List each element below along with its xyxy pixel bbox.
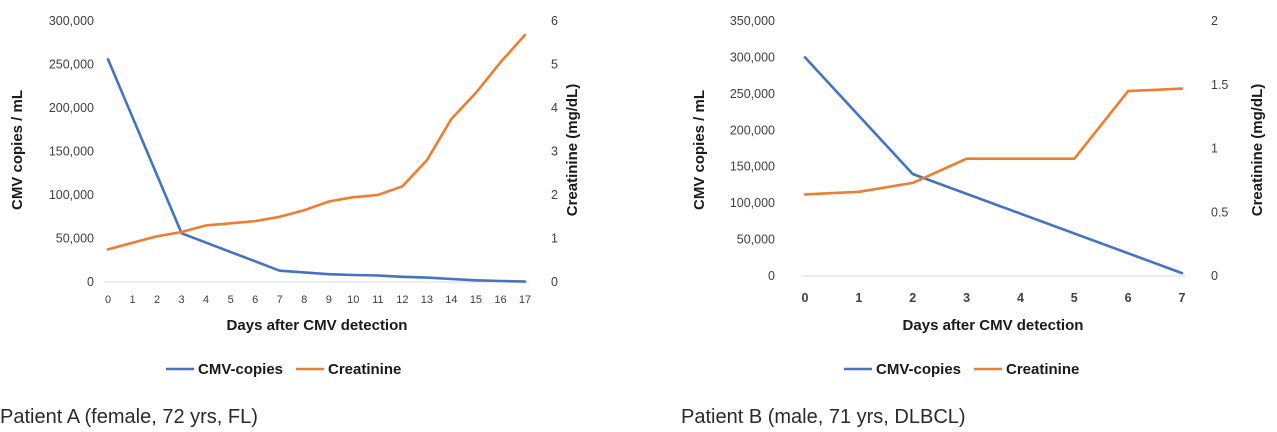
x-tick-label: 5 — [228, 294, 234, 306]
y-tick-label: 150,000 — [49, 145, 94, 159]
x-tick-label: 3 — [963, 291, 970, 305]
y2-tick-label: 2 — [551, 188, 558, 202]
series-line-creatinine — [106, 33, 527, 251]
y-tick-label: 350,000 — [730, 14, 775, 28]
legend-label: Creatinine — [1006, 361, 1079, 378]
series-line-cmv-copies — [803, 56, 1184, 275]
x-axis-title: Days after CMV detection — [227, 317, 408, 334]
y-tick-label: 300,000 — [49, 14, 94, 28]
y2-tick-label: 3 — [551, 145, 558, 159]
legend-label: CMV-copies — [876, 361, 961, 378]
y-tick-label: 0 — [768, 269, 775, 283]
x-tick-label: 6 — [252, 294, 258, 306]
y-axis-title: CMV copies / mL — [691, 90, 708, 210]
x-tick-label: 12 — [396, 294, 408, 306]
x-tick-label: 13 — [421, 294, 433, 306]
x-tick-label: 0 — [802, 291, 809, 305]
x-tick-label: 1 — [855, 291, 862, 305]
chart-patient-a: 0 50,000 100,000 150,000 200,000 250,000 300,0… — [9, 14, 581, 378]
x-axis-title: Days after CMV detection — [903, 317, 1084, 334]
x-tick-label: 10 — [347, 294, 359, 306]
y-tick-label: 300,000 — [730, 50, 775, 64]
y-tick-label: 50,000 — [737, 233, 775, 247]
y-tick-label: 200,000 — [730, 123, 775, 137]
y2-tick-label: 1 — [1211, 142, 1218, 156]
x-tick-label: 16 — [494, 294, 506, 306]
x-tick-label: 2 — [909, 291, 916, 305]
y2-axis-title: Creatinine (mg/dL) — [1249, 84, 1266, 217]
x-tick-label: 8 — [301, 294, 307, 306]
caption-patient-b: Patient B (male, 71 yrs, DLBCL) — [681, 406, 966, 428]
chart-patient-b: 0 50,000 100,000 150,000 200,000 250,000 300,0… — [691, 14, 1266, 378]
x-tick-label: 6 — [1125, 291, 1132, 305]
y2-tick-label: 0 — [1211, 269, 1218, 283]
y-tick-label: 250,000 — [730, 87, 775, 101]
x-tick-label: 4 — [1017, 291, 1024, 305]
y2-tick-label: 2 — [1211, 14, 1218, 28]
y2-tick-label: 6 — [551, 14, 558, 28]
series-line-creatinine — [803, 87, 1184, 196]
y2-axis-title: Creatinine (mg/dL) — [564, 84, 581, 217]
legend-label: CMV-copies — [198, 361, 283, 378]
x-tick-label: 5 — [1071, 291, 1078, 305]
x-tick-label: 15 — [470, 294, 482, 306]
y-tick-label: 150,000 — [730, 160, 775, 174]
y2-tick-label: 1 — [551, 232, 558, 246]
y-tick-label: 0 — [87, 275, 94, 289]
x-tick-label: 3 — [179, 294, 185, 306]
x-tick-label: 17 — [519, 294, 531, 306]
x-tick-label: 0 — [105, 294, 111, 306]
y-axis-title: CMV copies / mL — [9, 90, 26, 210]
y2-tick-label: 0 — [551, 275, 558, 289]
y-tick-label: 200,000 — [49, 101, 94, 115]
y2-tick-label: 1.5 — [1211, 78, 1228, 92]
y2-tick-label: 4 — [551, 101, 558, 115]
x-tick-label: 2 — [154, 294, 160, 306]
y2-tick-label: 5 — [551, 58, 558, 72]
legend-label: Creatinine — [328, 361, 401, 378]
y-tick-label: 100,000 — [49, 188, 94, 202]
x-tick-label: 7 — [277, 294, 283, 306]
x-tick-label: 11 — [372, 294, 383, 306]
y-tick-label: 100,000 — [730, 196, 775, 210]
x-tick-label: 1 — [129, 294, 135, 306]
x-tick-label: 4 — [203, 294, 209, 306]
x-tick-label: 9 — [326, 294, 332, 306]
y-tick-label: 50,000 — [56, 232, 94, 246]
y2-tick-label: 0.5 — [1211, 205, 1228, 219]
y-tick-label: 250,000 — [49, 58, 94, 72]
series-line-cmv-copies — [106, 57, 527, 283]
caption-patient-a: Patient A (female, 72 yrs, FL) — [0, 406, 258, 428]
x-tick-label: 14 — [445, 294, 457, 306]
x-tick-label: 7 — [1179, 291, 1186, 305]
